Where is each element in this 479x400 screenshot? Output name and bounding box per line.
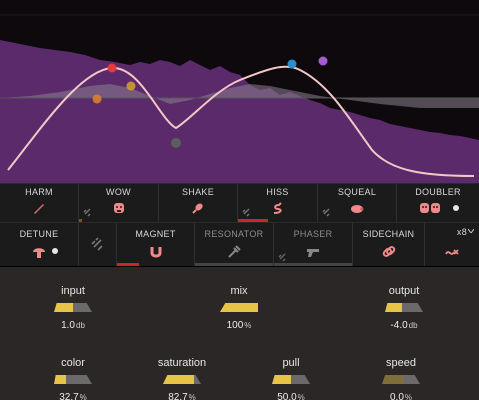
module-level-bar [117, 263, 139, 266]
module-label: RESONATOR [204, 229, 264, 239]
module-row-2: DETUNE MAGNET RESONATOR PHASER SIDECHAIN… [0, 222, 479, 266]
chevron-down-icon[interactable] [468, 229, 474, 233]
module-label: WOW [106, 187, 131, 197]
module-label: DETUNE [19, 229, 59, 239]
mushroom-icon [33, 248, 45, 258]
input-slider[interactable] [54, 303, 92, 312]
knob-value: 100% [226, 320, 252, 331]
module-sidechain[interactable]: SIDECHAIN [353, 223, 425, 266]
knob-value: 0.0% [389, 392, 413, 400]
module-label: SIDECHAIN [362, 229, 415, 239]
spectrum-display[interactable] [0, 0, 479, 183]
module-resonator[interactable]: RESONATOR [195, 223, 274, 266]
spectrum-band [0, 84, 479, 108]
module-level-bar [195, 263, 273, 266]
module-level-bar [79, 219, 82, 222]
spectrum-fill [0, 40, 479, 183]
speed-slider[interactable] [382, 375, 420, 384]
power-dot-icon[interactable] [453, 205, 459, 211]
knob-input[interactable]: input 1.0db [28, 285, 118, 331]
spectrum-graph[interactable] [0, 0, 479, 183]
blaster-icon [307, 249, 319, 257]
knob-speed[interactable]: speed 0.0% [356, 357, 446, 400]
link-icon[interactable] [278, 252, 288, 262]
tuning-fork-icon [228, 245, 241, 258]
multiplier-label[interactable]: x8 [456, 227, 467, 237]
color-slider[interactable] [54, 375, 92, 384]
module-label: HARM [25, 187, 53, 197]
module-level-bar [274, 263, 352, 266]
pig-icon [351, 205, 364, 213]
output-slider[interactable] [385, 303, 423, 312]
knob-label: mix [230, 285, 248, 297]
module-label: DOUBLER [415, 187, 461, 197]
saturation-slider[interactable] [163, 375, 201, 384]
chain-link-icon [382, 246, 395, 257]
knob-label: input [61, 285, 85, 297]
link-icon[interactable] [322, 207, 332, 217]
eq-node-gold [126, 81, 136, 91]
module-label: HISS [266, 187, 289, 197]
mix-slider[interactable] [220, 303, 258, 312]
module-multiplier[interactable]: x8 [425, 223, 479, 266]
knob-pull[interactable]: pull 50.0% [246, 357, 336, 400]
link-icon[interactable] [91, 237, 105, 251]
knob-value: 50.0% [277, 392, 305, 400]
module-magnet[interactable]: MAGNET [117, 223, 195, 266]
knob-saturation[interactable]: saturation 82.7% [137, 357, 227, 400]
knob-label: color [61, 357, 85, 369]
snake-icon [273, 202, 282, 214]
eq-node-red [107, 63, 117, 73]
module-row-1: HARM WOW SHAKE HISS SQUEAL DOUBLER [0, 183, 479, 222]
module-detune[interactable]: DETUNE [0, 223, 79, 266]
eq-curve [7, 65, 475, 177]
module-hiss[interactable]: HISS [238, 184, 318, 222]
face-icon [113, 203, 124, 213]
eq-node-purple [318, 56, 328, 66]
pull-slider[interactable] [272, 375, 310, 384]
stack-icon [445, 249, 459, 255]
knob-label: saturation [157, 357, 207, 369]
knob-output[interactable]: output -4.0db [359, 285, 449, 331]
module-label: MAGNET [135, 229, 176, 239]
link-icon[interactable] [83, 207, 93, 217]
module-label: SQUEAL [337, 187, 377, 197]
magnet-icon [150, 247, 161, 258]
module-link-toggle[interactable] [79, 223, 117, 266]
module-label: SHAKE [181, 187, 214, 197]
knob-value: 32.7% [59, 392, 87, 400]
masks-icon [419, 203, 440, 213]
module-phaser[interactable]: PHASER [274, 223, 353, 266]
module-squeal[interactable]: SQUEAL [318, 184, 397, 222]
maraca-icon [192, 203, 203, 214]
module-wow[interactable]: WOW [79, 184, 159, 222]
module-doubler[interactable]: DOUBLER [397, 184, 479, 222]
module-level-bar [238, 219, 268, 222]
module-harm[interactable]: HARM [0, 184, 79, 222]
knob-label: pull [282, 357, 300, 369]
parameter-panel: input 1.0db mix 100% output -4.0db color… [0, 266, 479, 400]
knob-value: 82.7% [168, 392, 196, 400]
guitar-pick-icon [34, 204, 44, 214]
eq-node-grey [171, 138, 181, 148]
module-label: PHASER [293, 229, 333, 239]
knob-mix[interactable]: mix 100% [194, 285, 284, 331]
module-shake[interactable]: SHAKE [159, 184, 238, 222]
knob-label: speed [386, 357, 416, 369]
eq-node-blue [287, 59, 297, 69]
knob-value: -4.0db [390, 320, 418, 331]
knob-color[interactable]: color 32.7% [28, 357, 118, 400]
knob-value: 1.0db [61, 320, 85, 331]
eq-node-orange [92, 94, 102, 104]
link-icon[interactable] [242, 207, 252, 217]
knob-label: output [388, 285, 420, 297]
power-dot-icon[interactable] [52, 248, 58, 254]
